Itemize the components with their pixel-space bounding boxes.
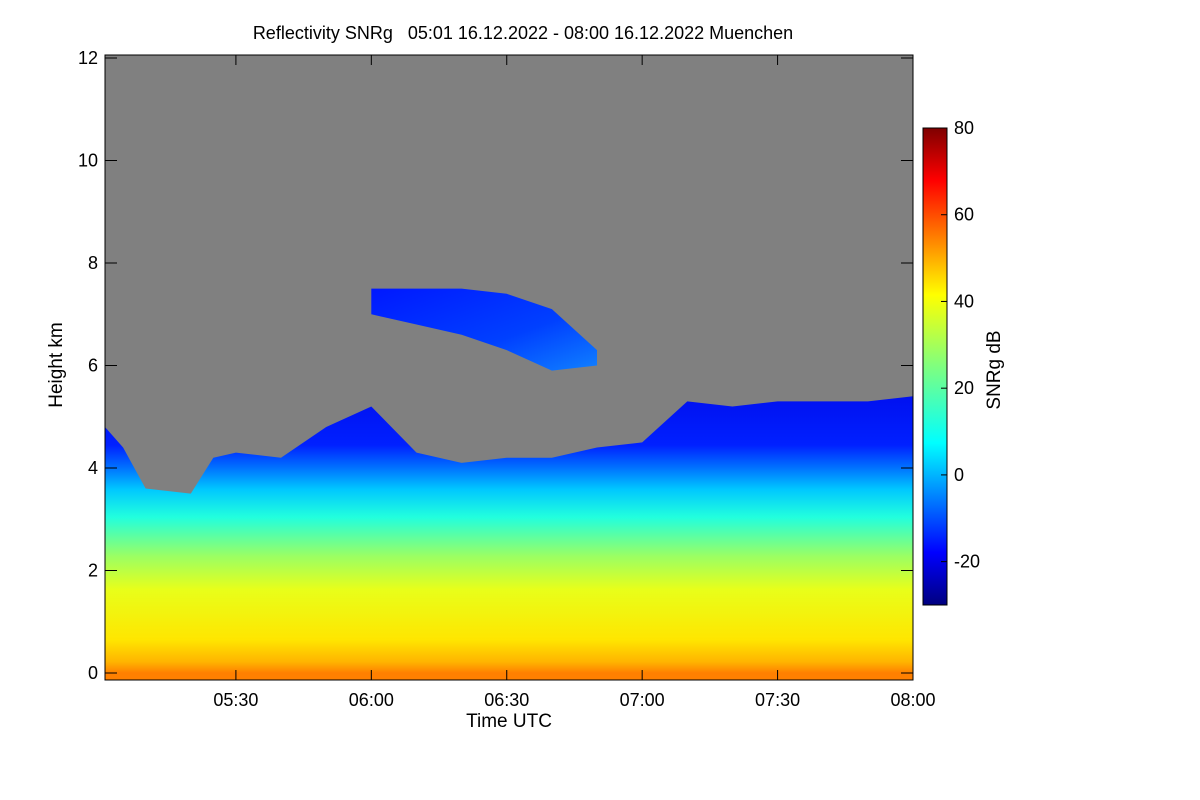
y-tick-label: 8	[88, 253, 98, 273]
x-tick-label: 07:30	[755, 690, 800, 710]
colorbar-ticks: -20 0 20 40 60 80	[941, 118, 980, 572]
x-axis-title: Time UTC	[466, 711, 552, 732]
x-tick-label: 05:30	[213, 690, 258, 710]
y-tick-label: 6	[88, 356, 98, 376]
x-tick-label: 07:00	[620, 690, 665, 710]
x-tick-label: 08:00	[890, 690, 935, 710]
colorbar-title: SNRg dB	[984, 330, 1005, 409]
colorbar-tick-label: 80	[954, 118, 974, 138]
colorbar-tick-label: 60	[954, 205, 974, 225]
radar-echo-profile	[105, 396, 913, 680]
colorbar	[922, 127, 948, 606]
colorbar-tick-label: 20	[954, 378, 974, 398]
elevated-cloud-layer	[371, 288, 597, 371]
chart-title: Reflectivity SNRg 05:01 16.12.2022 - 08:…	[253, 23, 793, 43]
colorbar-tick-label: 0	[954, 465, 964, 485]
y-axis-ticks: 0 2 4 6 8 10 12	[78, 48, 913, 683]
x-tick-label: 06:30	[484, 690, 529, 710]
colorbar-tick-label: 40	[954, 291, 974, 311]
y-tick-label: 2	[88, 561, 98, 581]
y-tick-label: 4	[88, 458, 98, 478]
x-tick-label: 06:00	[349, 690, 394, 710]
plot-frame	[104, 54, 914, 681]
y-tick-label: 12	[78, 48, 98, 68]
y-axis-title: Height km	[46, 322, 67, 408]
x-axis-ticks: 05:30 06:00 06:30 07:00 07:30 08:00	[213, 55, 936, 710]
y-tick-label: 10	[78, 151, 98, 171]
y-tick-label: 0	[88, 663, 98, 683]
colorbar-tick-label: -20	[954, 552, 980, 572]
